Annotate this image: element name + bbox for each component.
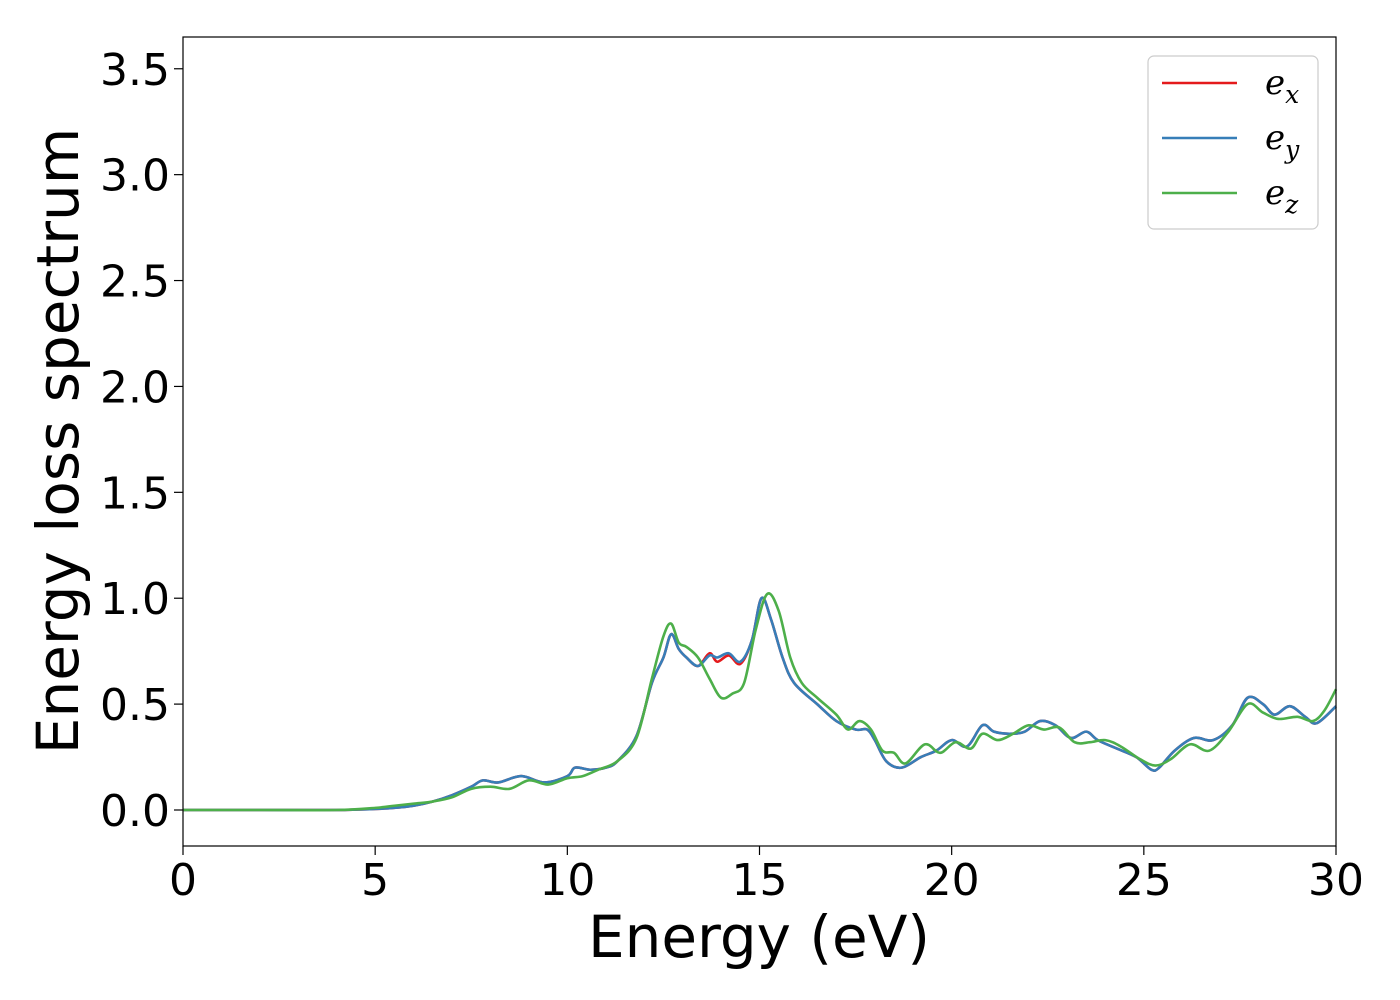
legend-label-z: ez xyxy=(1265,173,1299,219)
series-line-z xyxy=(183,592,1338,812)
legend-label-y: ey xyxy=(1265,118,1300,164)
x-tick-label: 20 xyxy=(924,855,980,906)
series-line-y xyxy=(183,596,1337,812)
y-axis-ticks: 0.0 0.5 1.0 1.5 2.0 2.5 3.0 3.5 xyxy=(100,45,183,837)
x-tick-label: 0 xyxy=(169,855,197,906)
legend-label-x: ex xyxy=(1265,63,1299,109)
y-tick-label: 1.0 xyxy=(100,574,170,625)
legend-label-subscript: x xyxy=(1285,80,1299,109)
x-tick-label: 25 xyxy=(1116,855,1172,906)
x-tick-label: 30 xyxy=(1308,855,1364,906)
y-tick-label: 1.5 xyxy=(100,468,170,519)
legend-label-subscript: y xyxy=(1284,135,1300,164)
legend-box xyxy=(1147,55,1319,230)
x-axis-label: Energy (eV) xyxy=(588,903,930,971)
y-tick-label: 0.0 xyxy=(100,786,170,837)
legend-label-base: e xyxy=(1265,63,1285,103)
legend-label-base: e xyxy=(1265,118,1285,158)
y-tick-label: 2.5 xyxy=(100,257,170,308)
x-tick-label: 15 xyxy=(732,855,788,906)
y-tick-label: 2.0 xyxy=(100,362,170,413)
x-tick-label: 10 xyxy=(539,855,595,906)
legend-label-subscript: z xyxy=(1284,190,1299,219)
y-tick-label: 3.5 xyxy=(100,45,170,96)
x-axis-ticks: 0 5 10 15 20 25 30 xyxy=(169,846,1364,906)
y-tick-label: 0.5 xyxy=(100,680,170,731)
legend-label-base: e xyxy=(1265,173,1285,213)
x-tick-label: 5 xyxy=(361,855,389,906)
y-axis-label: Energy loss spectrum xyxy=(24,128,92,754)
series-layer xyxy=(183,592,1338,812)
y-tick-label: 3.0 xyxy=(100,151,170,202)
